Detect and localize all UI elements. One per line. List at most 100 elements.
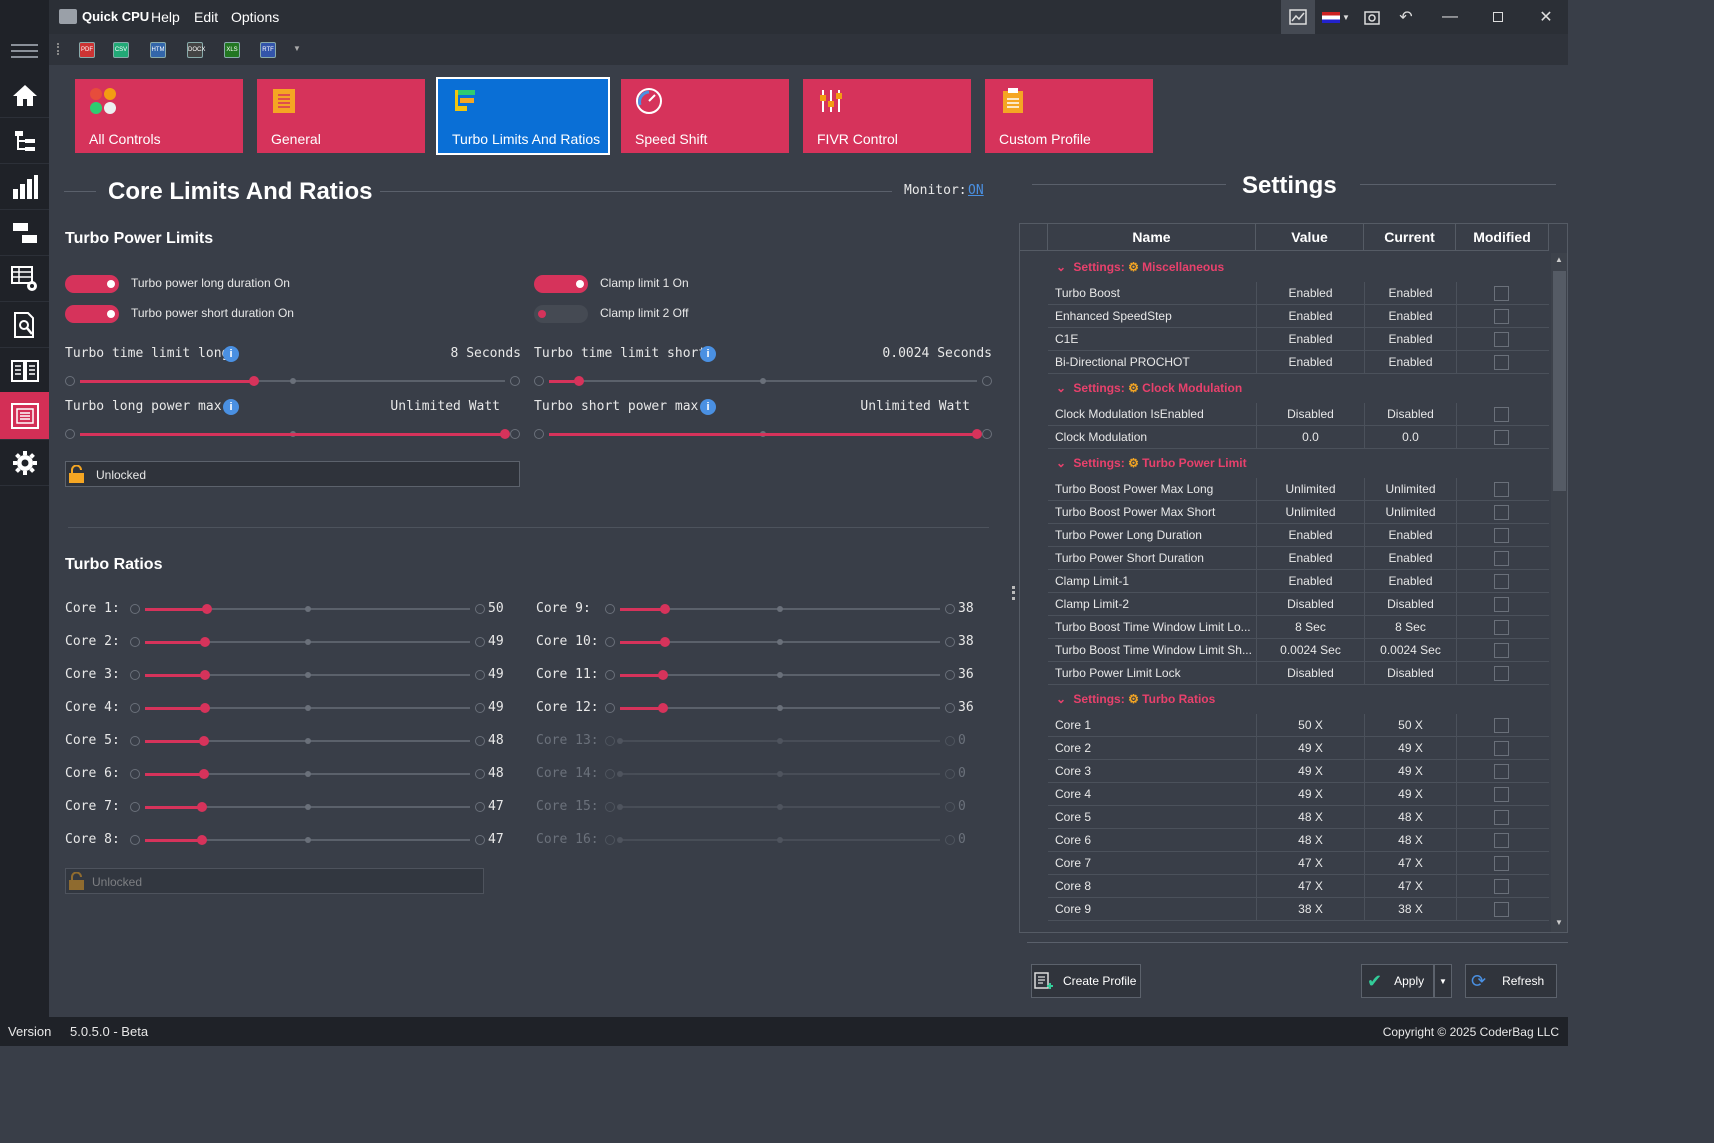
tile-general[interactable]: General: [257, 79, 425, 153]
slider-increment-icon[interactable]: [945, 769, 955, 779]
export-docx-icon[interactable]: DOCX: [187, 42, 205, 58]
slider-increment-icon[interactable]: [475, 703, 485, 713]
core-ratio-slider[interactable]: [605, 769, 955, 779]
power-lock-toggle[interactable]: Unlocked: [65, 461, 520, 487]
slider-increment-icon[interactable]: [475, 769, 485, 779]
slider-thumb[interactable]: [657, 670, 668, 680]
core-ratio-slider[interactable]: [605, 703, 955, 713]
slider-track[interactable]: [617, 804, 940, 810]
slider-decrement-icon[interactable]: [130, 703, 140, 713]
export-xls-icon[interactable]: XLS: [224, 42, 240, 58]
settings-row[interactable]: Clamp Limit-1 Enabled Enabled: [1048, 570, 1549, 593]
tile-turbo-limits[interactable]: Turbo Limits And Ratios: [436, 77, 610, 155]
slider-track[interactable]: [620, 670, 940, 680]
ratios-lock-toggle[interactable]: Unlocked: [65, 868, 484, 894]
monitor-toggle-link[interactable]: ON: [968, 183, 984, 198]
slider-decrement-icon[interactable]: [130, 835, 140, 845]
minimize-button[interactable]: —: [1433, 0, 1467, 34]
slider-increment-icon[interactable]: [945, 604, 955, 614]
slider-increment-icon[interactable]: [510, 429, 520, 439]
slider-track[interactable]: [549, 429, 982, 439]
slider-decrement-icon[interactable]: [130, 637, 140, 647]
slider-track[interactable]: [617, 771, 940, 777]
settings-scrollbar[interactable]: ▲ ▼: [1551, 253, 1567, 932]
modified-checkbox[interactable]: [1494, 764, 1509, 779]
tile-speed-shift[interactable]: Speed Shift: [621, 79, 789, 153]
toggle-turbo-long-duration[interactable]: [65, 275, 119, 293]
slider-decrement-icon[interactable]: [130, 802, 140, 812]
slider-decrement-icon[interactable]: [130, 736, 140, 746]
settings-row[interactable]: Core 6 48 X 48 X: [1048, 829, 1549, 852]
slider-track[interactable]: [620, 703, 940, 713]
slider-decrement-icon[interactable]: [605, 703, 615, 713]
slider-thumb[interactable]: [200, 637, 211, 647]
menu-edit[interactable]: Edit: [194, 9, 219, 25]
column-header-modified[interactable]: Modified: [1456, 224, 1549, 251]
slider-track[interactable]: [617, 738, 940, 744]
modified-checkbox[interactable]: [1494, 666, 1509, 681]
slider-decrement-icon[interactable]: [605, 835, 615, 845]
slider-increment-icon[interactable]: [945, 637, 955, 647]
sidebar-item-table-settings[interactable]: [0, 256, 49, 302]
modified-checkbox[interactable]: [1494, 741, 1509, 756]
sidebar-item-tree[interactable]: [0, 118, 49, 164]
slider-increment-icon[interactable]: [475, 736, 485, 746]
settings-row[interactable]: Core 8 47 X 47 X: [1048, 875, 1549, 898]
settings-row[interactable]: Core 4 49 X 49 X: [1048, 783, 1549, 806]
slider-track[interactable]: [620, 604, 940, 614]
modified-checkbox[interactable]: [1494, 309, 1509, 324]
settings-row[interactable]: Turbo Boost Enabled Enabled: [1048, 282, 1549, 305]
slider-thumb[interactable]: [201, 604, 212, 614]
modified-checkbox[interactable]: [1494, 810, 1509, 825]
slider-track[interactable]: [145, 703, 470, 713]
settings-row[interactable]: Enhanced SpeedStep Enabled Enabled: [1048, 305, 1549, 328]
menu-options[interactable]: Options: [231, 9, 280, 25]
info-icon[interactable]: i: [223, 399, 239, 415]
chevron-down-icon[interactable]: ⌄: [1056, 260, 1070, 274]
sidebar-item-settings[interactable]: [0, 440, 49, 486]
core-ratio-slider[interactable]: [130, 670, 485, 680]
modified-checkbox[interactable]: [1494, 833, 1509, 848]
modified-checkbox[interactable]: [1494, 902, 1509, 917]
slider-decrement-icon[interactable]: [65, 376, 75, 386]
slider-turbo-time-short[interactable]: [534, 376, 992, 386]
toolbar-grip[interactable]: [57, 43, 60, 55]
settings-row[interactable]: Core 7 47 X 47 X: [1048, 852, 1549, 875]
slider-thumb[interactable]: [659, 637, 670, 647]
modified-checkbox[interactable]: [1494, 718, 1509, 733]
panel-splitter-grip[interactable]: [1012, 586, 1015, 600]
core-ratio-slider[interactable]: [130, 736, 485, 746]
slider-increment-icon[interactable]: [982, 376, 992, 386]
settings-row[interactable]: Turbo Boost Power Max Short Unlimited Unli…: [1048, 501, 1549, 524]
toggle-turbo-short-duration[interactable]: [65, 305, 119, 323]
slider-thumb[interactable]: [200, 703, 211, 713]
modified-checkbox[interactable]: [1494, 787, 1509, 802]
slider-decrement-icon[interactable]: [605, 802, 615, 812]
modified-checkbox[interactable]: [1494, 482, 1509, 497]
settings-group-header[interactable]: ⌄ Settings: ⚙ Clock Modulation: [1048, 374, 1242, 403]
chevron-down-icon[interactable]: ⌄: [1056, 456, 1070, 470]
create-profile-button[interactable]: Create Profile: [1031, 964, 1141, 998]
settings-row[interactable]: Turbo Boost Power Max Long Unlimited Unlim…: [1048, 478, 1549, 501]
modified-checkbox[interactable]: [1494, 286, 1509, 301]
slider-thumb[interactable]: [500, 429, 510, 439]
close-button[interactable]: ✕: [1529, 0, 1563, 34]
column-header-value[interactable]: Value: [1256, 224, 1364, 251]
settings-row[interactable]: Turbo Power Short Duration Enabled Enabled: [1048, 547, 1549, 570]
modified-checkbox[interactable]: [1494, 355, 1509, 370]
export-htm-icon[interactable]: HTM: [150, 42, 166, 58]
core-ratio-slider[interactable]: [605, 802, 955, 812]
toolbar-overflow-icon[interactable]: ▼: [293, 44, 301, 53]
slider-increment-icon[interactable]: [475, 637, 485, 647]
core-ratio-slider[interactable]: [130, 835, 485, 845]
slider-decrement-icon[interactable]: [130, 769, 140, 779]
slider-track[interactable]: [80, 429, 510, 439]
settings-row[interactable]: Turbo Boost Time Window Limit Lo... 8 Sec…: [1048, 616, 1549, 639]
core-ratio-slider[interactable]: [130, 703, 485, 713]
slider-turbo-long-power[interactable]: [65, 429, 520, 439]
settings-row[interactable]: Clock Modulation IsEnabled Disabled Disabl…: [1048, 403, 1549, 426]
slider-thumb[interactable]: [617, 771, 623, 777]
slider-track[interactable]: [145, 604, 470, 614]
refresh-button[interactable]: ⟳ Refresh: [1465, 964, 1557, 998]
slider-thumb[interactable]: [200, 670, 211, 680]
